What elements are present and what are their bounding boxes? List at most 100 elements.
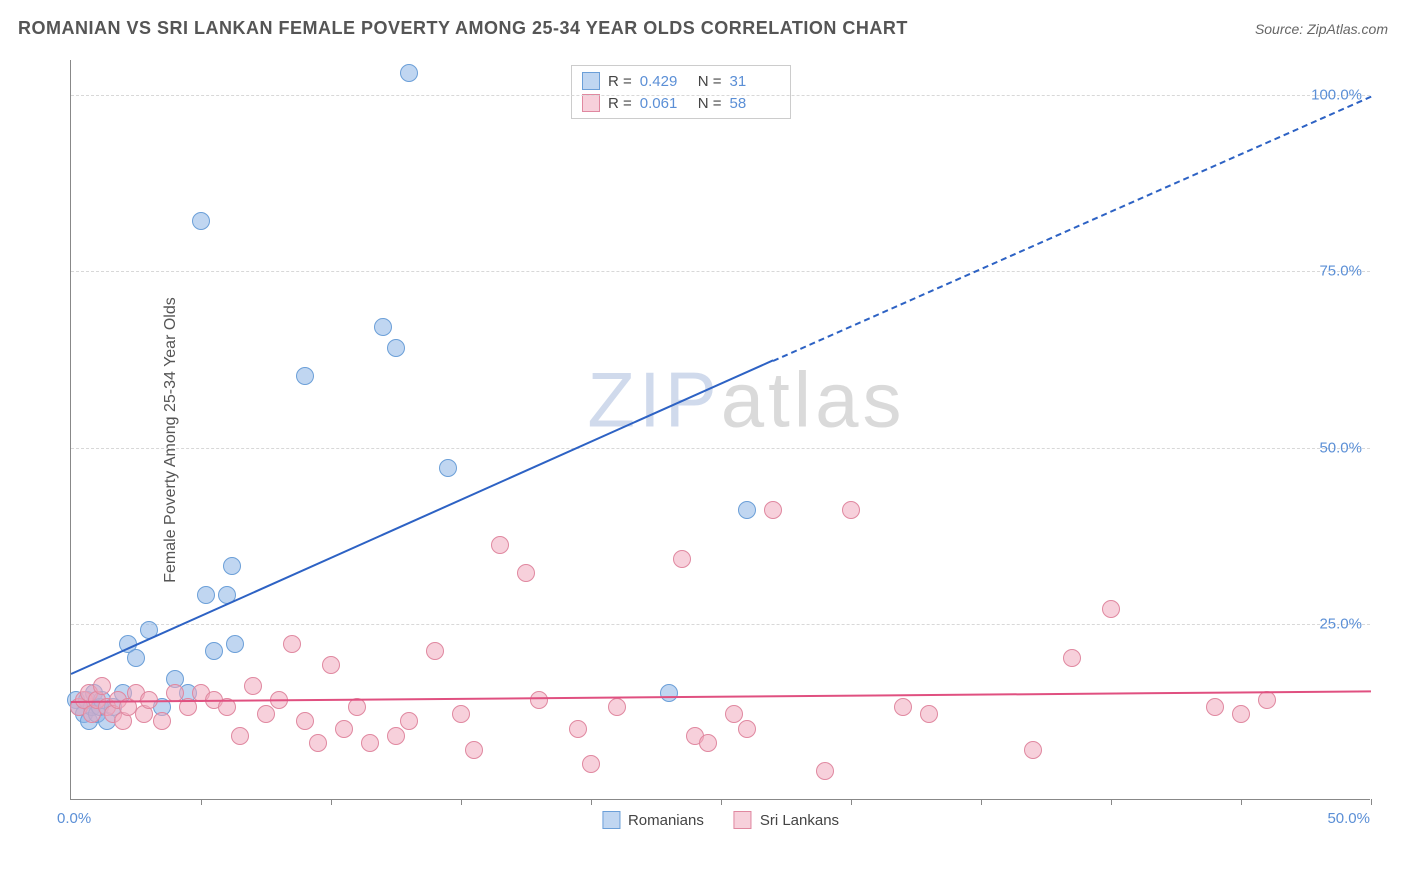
data-point <box>1063 649 1081 667</box>
data-point <box>283 635 301 653</box>
chart-header: ROMANIAN VS SRI LANKAN FEMALE POVERTY AM… <box>18 18 1388 39</box>
data-point <box>387 727 405 745</box>
watermark: ZIPatlas <box>587 354 905 445</box>
x-axis-min-label: 0.0% <box>57 810 91 827</box>
x-tick <box>461 799 462 805</box>
legend-r-value-srilankans: 0.061 <box>640 95 690 112</box>
data-point <box>296 712 314 730</box>
data-point <box>205 642 223 660</box>
data-point <box>842 501 860 519</box>
legend-r-value-romanians: 0.429 <box>640 73 690 90</box>
gridline <box>71 624 1370 625</box>
x-tick <box>981 799 982 805</box>
data-point <box>426 642 444 660</box>
data-point <box>1258 691 1276 709</box>
data-point <box>1232 705 1250 723</box>
data-point <box>197 586 215 604</box>
data-point <box>387 339 405 357</box>
data-point <box>894 698 912 716</box>
legend-swatch-srilankans <box>734 811 752 829</box>
legend-item-srilankans: Sri Lankans <box>734 811 839 829</box>
data-point <box>223 557 241 575</box>
x-tick <box>201 799 202 805</box>
y-tick-label: 50.0% <box>1319 439 1362 456</box>
data-point <box>816 762 834 780</box>
legend-n-label: N = <box>698 73 722 90</box>
legend-row-romanians: R = 0.429 N = 31 <box>582 70 780 92</box>
trend-line <box>773 95 1372 361</box>
chart-area: Female Poverty Among 25-34 Year Olds ZIP… <box>50 60 1370 820</box>
chart-title: ROMANIAN VS SRI LANKAN FEMALE POVERTY AM… <box>18 18 908 39</box>
data-point <box>226 635 244 653</box>
legend-label-romanians: Romanians <box>628 812 704 829</box>
gridline <box>71 271 1370 272</box>
legend-correlation-stats: R = 0.429 N = 31 R = 0.061 N = 58 <box>571 65 791 119</box>
data-point <box>192 212 210 230</box>
data-point <box>465 741 483 759</box>
gridline <box>71 95 1370 96</box>
y-tick-label: 75.0% <box>1319 263 1362 280</box>
data-point <box>660 684 678 702</box>
data-point <box>322 656 340 674</box>
legend-swatch-romanians <box>602 811 620 829</box>
x-tick <box>851 799 852 805</box>
data-point <box>153 712 171 730</box>
data-point <box>491 536 509 554</box>
data-point <box>231 727 249 745</box>
data-point <box>673 550 691 568</box>
x-tick <box>1371 799 1372 805</box>
data-point <box>400 64 418 82</box>
data-point <box>335 720 353 738</box>
watermark-atlas: atlas <box>721 355 906 443</box>
data-point <box>374 318 392 336</box>
data-point <box>348 698 366 716</box>
legend-r-label: R = <box>608 95 632 112</box>
legend-item-romanians: Romanians <box>602 811 704 829</box>
data-point <box>920 705 938 723</box>
data-point <box>699 734 717 752</box>
trend-line <box>71 691 1371 704</box>
x-tick <box>1111 799 1112 805</box>
data-point <box>439 459 457 477</box>
data-point <box>1102 600 1120 618</box>
scatter-plot: ZIPatlas R = 0.429 N = 31 R = 0.061 N = … <box>70 60 1370 800</box>
legend-swatch-srilankans <box>582 94 600 112</box>
data-point <box>517 564 535 582</box>
legend-r-label: R = <box>608 73 632 90</box>
x-tick <box>721 799 722 805</box>
data-point <box>1206 698 1224 716</box>
data-point <box>738 501 756 519</box>
x-axis-max-label: 50.0% <box>1327 810 1370 827</box>
data-point <box>608 698 626 716</box>
legend-n-value-romanians: 31 <box>730 73 780 90</box>
x-tick <box>331 799 332 805</box>
y-tick-label: 100.0% <box>1311 87 1362 104</box>
data-point <box>400 712 418 730</box>
legend-swatch-romanians <box>582 72 600 90</box>
x-tick <box>1241 799 1242 805</box>
data-point <box>738 720 756 738</box>
x-tick <box>591 799 592 805</box>
y-tick-label: 25.0% <box>1319 615 1362 632</box>
data-point <box>530 691 548 709</box>
data-point <box>244 677 262 695</box>
legend-n-value-srilankans: 58 <box>730 95 780 112</box>
data-point <box>93 677 111 695</box>
legend-series-names: Romanians Sri Lankans <box>602 811 839 829</box>
data-point <box>361 734 379 752</box>
data-point <box>569 720 587 738</box>
data-point <box>764 501 782 519</box>
data-point <box>1024 741 1042 759</box>
data-point <box>296 367 314 385</box>
data-point <box>127 649 145 667</box>
data-point <box>257 705 275 723</box>
data-point <box>452 705 470 723</box>
gridline <box>71 448 1370 449</box>
legend-n-label: N = <box>698 95 722 112</box>
data-point <box>582 755 600 773</box>
watermark-zip: ZIP <box>587 355 720 443</box>
data-point <box>309 734 327 752</box>
legend-label-srilankans: Sri Lankans <box>760 812 839 829</box>
chart-source: Source: ZipAtlas.com <box>1255 21 1388 37</box>
trend-line <box>71 360 774 675</box>
